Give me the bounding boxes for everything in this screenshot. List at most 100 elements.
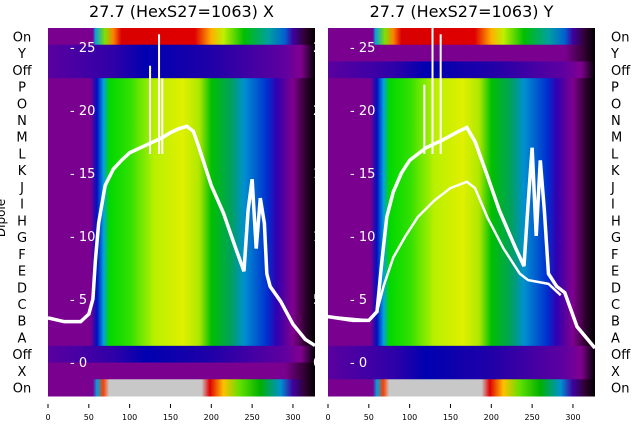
x-tick-label: 300	[565, 413, 580, 422]
inner-y-tick-label: - 0	[70, 356, 87, 371]
inner-y-tick-label: - 0	[350, 356, 367, 371]
heatmap-row	[328, 78, 595, 96]
row-label: C	[17, 298, 26, 313]
heatmap-row	[48, 295, 315, 313]
heatmap-row	[328, 111, 595, 129]
heatmap-row	[328, 345, 595, 364]
heatmap-row	[48, 262, 315, 280]
row-label: C	[611, 298, 620, 313]
row-label: G	[17, 231, 27, 246]
y-axis-label: Dipole	[0, 199, 8, 237]
x-tick-label: 0	[325, 413, 330, 422]
x-tick-label: 0	[45, 413, 50, 422]
inner-y-tick-label: - 25	[350, 41, 375, 56]
x-tick-label: 200	[204, 413, 219, 422]
row-label: P	[18, 81, 26, 96]
x-tick-label: 250	[244, 413, 259, 422]
heatmap-row	[48, 178, 315, 196]
row-label: I	[20, 198, 24, 213]
row-label: L	[611, 147, 619, 162]
row-label: Y	[17, 47, 26, 62]
x-tick-label: 250	[524, 413, 539, 422]
row-label: F	[611, 248, 618, 263]
heatmap-row	[48, 94, 315, 113]
row-label: I	[611, 198, 615, 213]
inner-y-tick-label-right: 25	[313, 41, 330, 56]
heatmap-row	[48, 28, 315, 46]
row-label: X	[611, 365, 620, 380]
row-label: J	[19, 181, 24, 196]
heatmap-row	[328, 145, 595, 163]
row-label: K	[611, 164, 620, 179]
row-label: Off	[12, 348, 32, 363]
heatmap-row	[48, 278, 315, 297]
row-label: B	[611, 315, 620, 330]
x-tick-label: 50	[364, 413, 374, 422]
heatmap-row	[48, 111, 315, 129]
heatmap-row	[48, 345, 315, 364]
inner-y-tick-label: - 15	[350, 167, 375, 182]
row-label: On	[611, 30, 629, 45]
inner-y-tick-label: - 10	[70, 230, 95, 245]
inner-y-tick-label-right: 20	[313, 104, 330, 119]
inner-y-tick-label: - 5	[350, 293, 367, 308]
heatmap-row	[48, 212, 315, 230]
heatmap-row	[48, 44, 315, 62]
x-tick-label: 200	[484, 413, 499, 422]
row-label: Off	[611, 64, 631, 79]
heatmap-row	[48, 312, 315, 330]
heatmap-row	[328, 245, 595, 263]
x-tick-label: 300	[285, 413, 300, 422]
panel-title: 27.7 (HexS27=1063) Y	[370, 2, 554, 21]
row-label: O	[611, 97, 621, 112]
inner-y-tick-label: - 10	[350, 230, 375, 245]
inner-y-tick-label-right: 5	[313, 293, 321, 308]
heatmap-row	[48, 195, 315, 213]
inner-y-tick-label: - 5	[70, 293, 87, 308]
heatmap-row	[328, 312, 595, 330]
curve-0	[327, 125, 597, 350]
heatmap-row	[328, 362, 595, 380]
row-label: B	[18, 315, 27, 330]
x-tick-label: 100	[402, 413, 417, 422]
x-tick-label: 50	[84, 413, 94, 422]
row-label: X	[18, 365, 27, 380]
row-label: N	[611, 114, 621, 129]
panel-title: 27.7 (HexS27=1063) X	[89, 2, 274, 21]
heatmap-row	[328, 94, 595, 113]
row-label: M	[16, 131, 27, 146]
row-label: J	[610, 181, 615, 196]
heatmap-row	[48, 245, 315, 263]
inner-y-tick-label: - 20	[70, 104, 95, 119]
heatmap-row	[48, 61, 315, 79]
heatmap-row	[328, 61, 595, 79]
curve-1	[327, 180, 562, 322]
inner-y-tick-label-right: 10	[313, 230, 330, 245]
heatmap-row	[328, 329, 595, 347]
row-label: M	[611, 131, 622, 146]
heatmap-row	[328, 28, 595, 46]
x-tick-label: 150	[443, 413, 458, 422]
row-label: On	[13, 382, 31, 397]
row-label: E	[611, 265, 619, 280]
curve-0	[47, 124, 316, 348]
row-label: L	[18, 147, 26, 162]
inner-y-tick-label-right: 0	[313, 356, 321, 371]
heatmap-row	[328, 379, 595, 397]
heatmap-row	[328, 44, 595, 62]
heatmap-row	[328, 278, 595, 297]
inner-y-tick-label: - 15	[70, 167, 95, 182]
row-label: Y	[610, 47, 619, 62]
heatmap-row	[328, 262, 595, 280]
heatmap-row	[48, 329, 315, 347]
row-label: A	[611, 331, 620, 346]
row-label: E	[18, 265, 26, 280]
inner-y-tick-label: - 20	[350, 104, 375, 119]
row-label: G	[611, 231, 621, 246]
heatmap-row	[328, 195, 595, 213]
heatmap-row	[48, 128, 315, 146]
row-label: P	[611, 81, 619, 96]
inner-y-tick-label-right: 15	[313, 167, 330, 182]
row-label: N	[17, 114, 27, 129]
